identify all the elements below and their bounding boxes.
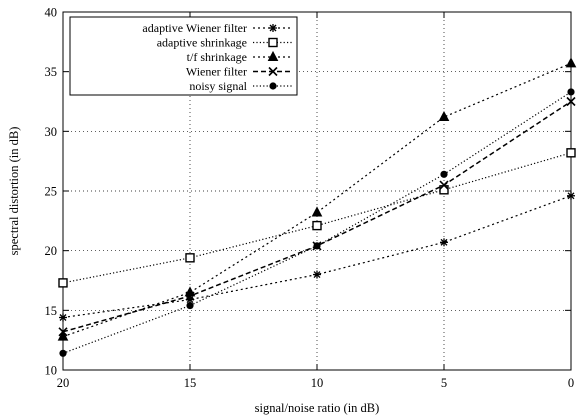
- series-5: [59, 88, 575, 357]
- axis-ticks: 20 15 10 5 0 10 15 20 25 30 35 40: [45, 6, 575, 391]
- legend-item: Wiener filter: [186, 65, 293, 79]
- data-point: [58, 278, 68, 288]
- x-axis-title: signal/noise ratio (in dB): [255, 401, 380, 415]
- data-point: [567, 88, 575, 96]
- y-tick-label: 15: [45, 304, 58, 318]
- legend-label: adaptive Wiener filter: [142, 21, 247, 35]
- legend-label: adaptive shrinkage: [157, 36, 247, 50]
- y-tick-label: 20: [45, 244, 58, 258]
- legend-box: [69, 16, 298, 96]
- legend-label: noisy signal: [189, 79, 247, 93]
- data-point: [58, 327, 68, 337]
- data-point: [59, 313, 67, 322]
- data-point: [438, 110, 450, 122]
- data-point: [312, 220, 322, 231]
- legend-marker: [267, 50, 279, 61]
- legend-marker: [268, 66, 278, 77]
- data-point: [566, 96, 576, 107]
- x-tick-label: 15: [184, 376, 197, 390]
- data-point: [311, 206, 323, 217]
- legend-marker: [269, 82, 277, 90]
- series-group: [57, 57, 577, 357]
- y-tick-label: 35: [45, 65, 58, 79]
- data-point: [185, 253, 195, 263]
- x-tick-label: 5: [441, 376, 447, 390]
- data-point: [313, 242, 321, 250]
- data-point: [566, 148, 576, 158]
- data-point: [59, 349, 67, 357]
- y-axis-title: spectral distortion (in dB): [7, 127, 21, 256]
- data-point: [186, 301, 194, 310]
- data-point: [567, 191, 575, 200]
- legend-item: t/f shrinkage: [187, 50, 293, 64]
- y-tick-label: 30: [45, 125, 58, 139]
- legend-marker: [268, 37, 278, 48]
- data-point: [184, 286, 196, 297]
- y-tick-label: 25: [45, 185, 58, 199]
- legend-marker: [269, 24, 277, 32]
- legend-item: noisy signal: [189, 79, 293, 93]
- y-tick-label: 40: [45, 6, 58, 20]
- legend-label: Wiener filter: [186, 65, 247, 79]
- data-point: [57, 330, 69, 341]
- legend-label: t/f shrinkage: [187, 50, 247, 64]
- series-line: [62, 195, 572, 319]
- series-2: [58, 148, 576, 288]
- x-tick-label: 20: [57, 376, 70, 390]
- data-point: [565, 57, 577, 68]
- data-point: [440, 238, 448, 247]
- data-point: [439, 180, 449, 190]
- legend-item: adaptive shrinkage: [157, 36, 293, 50]
- legend-item: adaptive Wiener filter: [142, 21, 293, 35]
- data-point: [313, 270, 321, 279]
- x-tick-label: 10: [311, 376, 324, 390]
- data-point: [185, 291, 195, 301]
- data-point: [440, 170, 448, 178]
- series-3: [57, 57, 577, 341]
- x-tick-label: 0: [568, 376, 574, 390]
- y-tick-label: 10: [45, 364, 58, 378]
